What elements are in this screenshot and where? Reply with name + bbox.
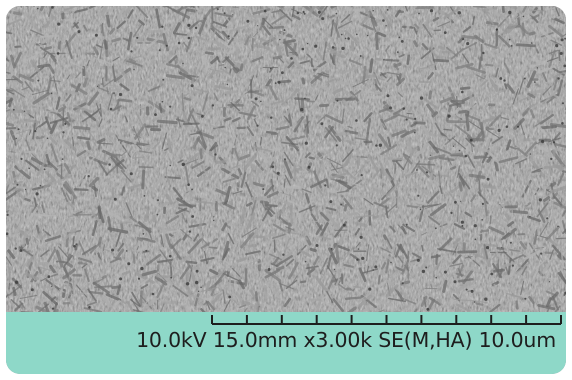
sem-image-frame: 10.0kV 15.0mm x3.00k SE(M,HA) 10.0um — [6, 6, 566, 374]
detector-mode: SE(M,HA) — [378, 328, 473, 352]
sem-micrograph — [6, 6, 566, 312]
scale-bar — [211, 315, 562, 325]
magnification: x3.00k — [303, 328, 372, 352]
sem-caption: 10.0kV 15.0mm x3.00k SE(M,HA) 10.0um — [6, 328, 556, 352]
scale-bar-length: 10.0um — [478, 328, 557, 352]
accelerating-voltage: 10.0kV — [136, 328, 207, 352]
sem-info-bar: 10.0kV 15.0mm x3.00k SE(M,HA) 10.0um — [6, 312, 566, 374]
working-distance: 15.0mm — [212, 328, 298, 352]
scale-bar-ticks — [211, 315, 562, 324]
